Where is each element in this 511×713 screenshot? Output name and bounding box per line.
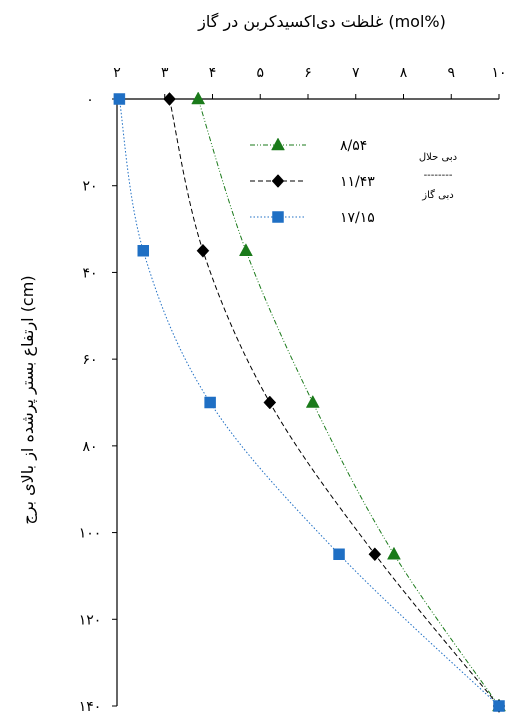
y-tick-label: ۴۰ — [82, 265, 97, 281]
x-tick-label: ۸ — [400, 65, 408, 81]
y-tick-label: ۶۰ — [82, 352, 97, 368]
y-tick-label: ۱۲۰ — [79, 612, 102, 628]
data-point-series-2 — [196, 243, 210, 258]
legend-marker-3 — [272, 211, 284, 223]
legend: ۸/۵۴ ۱۱/۴۳ ۱۷/۱۵ دبی حلال -------- دبی گاز — [250, 137, 457, 226]
y-tick-label: ۲۰ — [82, 179, 97, 195]
data-point-series-2 — [263, 395, 277, 410]
series-line-2 — [169, 98, 500, 707]
legend-label-3: ۱۷/۱۵ — [340, 210, 375, 226]
data-point-series-3 — [204, 396, 216, 409]
data-point-series-3 — [137, 245, 150, 257]
data-point-series-1 — [387, 546, 401, 560]
x-axis-title: غلظت دی‌اکسیدکربن در گاز (mol%) — [197, 12, 446, 32]
x-tick-label: ۳ — [161, 65, 169, 81]
data-point-series-1 — [191, 91, 206, 105]
legend-marker-1 — [271, 137, 285, 151]
y-tick-label: ۸۰ — [82, 439, 97, 455]
x-tick-label: ۵ — [256, 65, 264, 81]
x-tick-label: ۹ — [447, 65, 455, 81]
x-tick-label: ۴ — [209, 65, 217, 81]
y-tick-label: ۱۰۰ — [79, 526, 102, 542]
data-point-series-1 — [305, 394, 320, 408]
data-point-series-3 — [113, 93, 126, 105]
series-line-1 — [197, 98, 500, 707]
legend-header-solvent: دبی حلال — [419, 152, 457, 163]
x-tick-label: ۶ — [304, 65, 312, 81]
y-tick-label: ۱۴۰ — [79, 699, 102, 713]
legend-marker-2 — [271, 174, 285, 188]
y-tick-label: ۰ — [86, 92, 94, 108]
legend-label-2: ۱۱/۴۳ — [340, 174, 375, 190]
y-axis-title: ارتفاع بستر پرشده از بالای برج (cm) — [18, 275, 38, 524]
x-tick-label: ۲ — [113, 65, 121, 81]
legend-header-divider: -------- — [424, 170, 453, 181]
data-point-series-3 — [333, 548, 345, 560]
x-tick-label: ۷ — [352, 65, 360, 81]
series-markers — [113, 91, 506, 713]
legend-header-gas: دبی گاز — [421, 189, 453, 201]
x-tick-labels: ۲ ۳ ۴ ۵ ۶ ۷ ۸ ۹ ۱۰ — [113, 65, 506, 81]
data-point-series-3 — [493, 700, 505, 712]
data-point-series-2 — [163, 92, 176, 106]
axes — [112, 94, 500, 707]
legend-items: ۸/۵۴ ۱۱/۴۳ ۱۷/۱۵ — [250, 137, 375, 226]
x-tick-label: ۱۰ — [491, 65, 506, 81]
data-point-series-2 — [368, 547, 382, 562]
y-tick-labels: ۰ ۲۰ ۴۰ ۶۰ ۸۰ ۱۰۰ ۱۲۰ ۱۴۰ — [79, 92, 102, 713]
legend-label-1: ۸/۵۴ — [340, 138, 367, 154]
data-point-series-1 — [239, 243, 253, 256]
